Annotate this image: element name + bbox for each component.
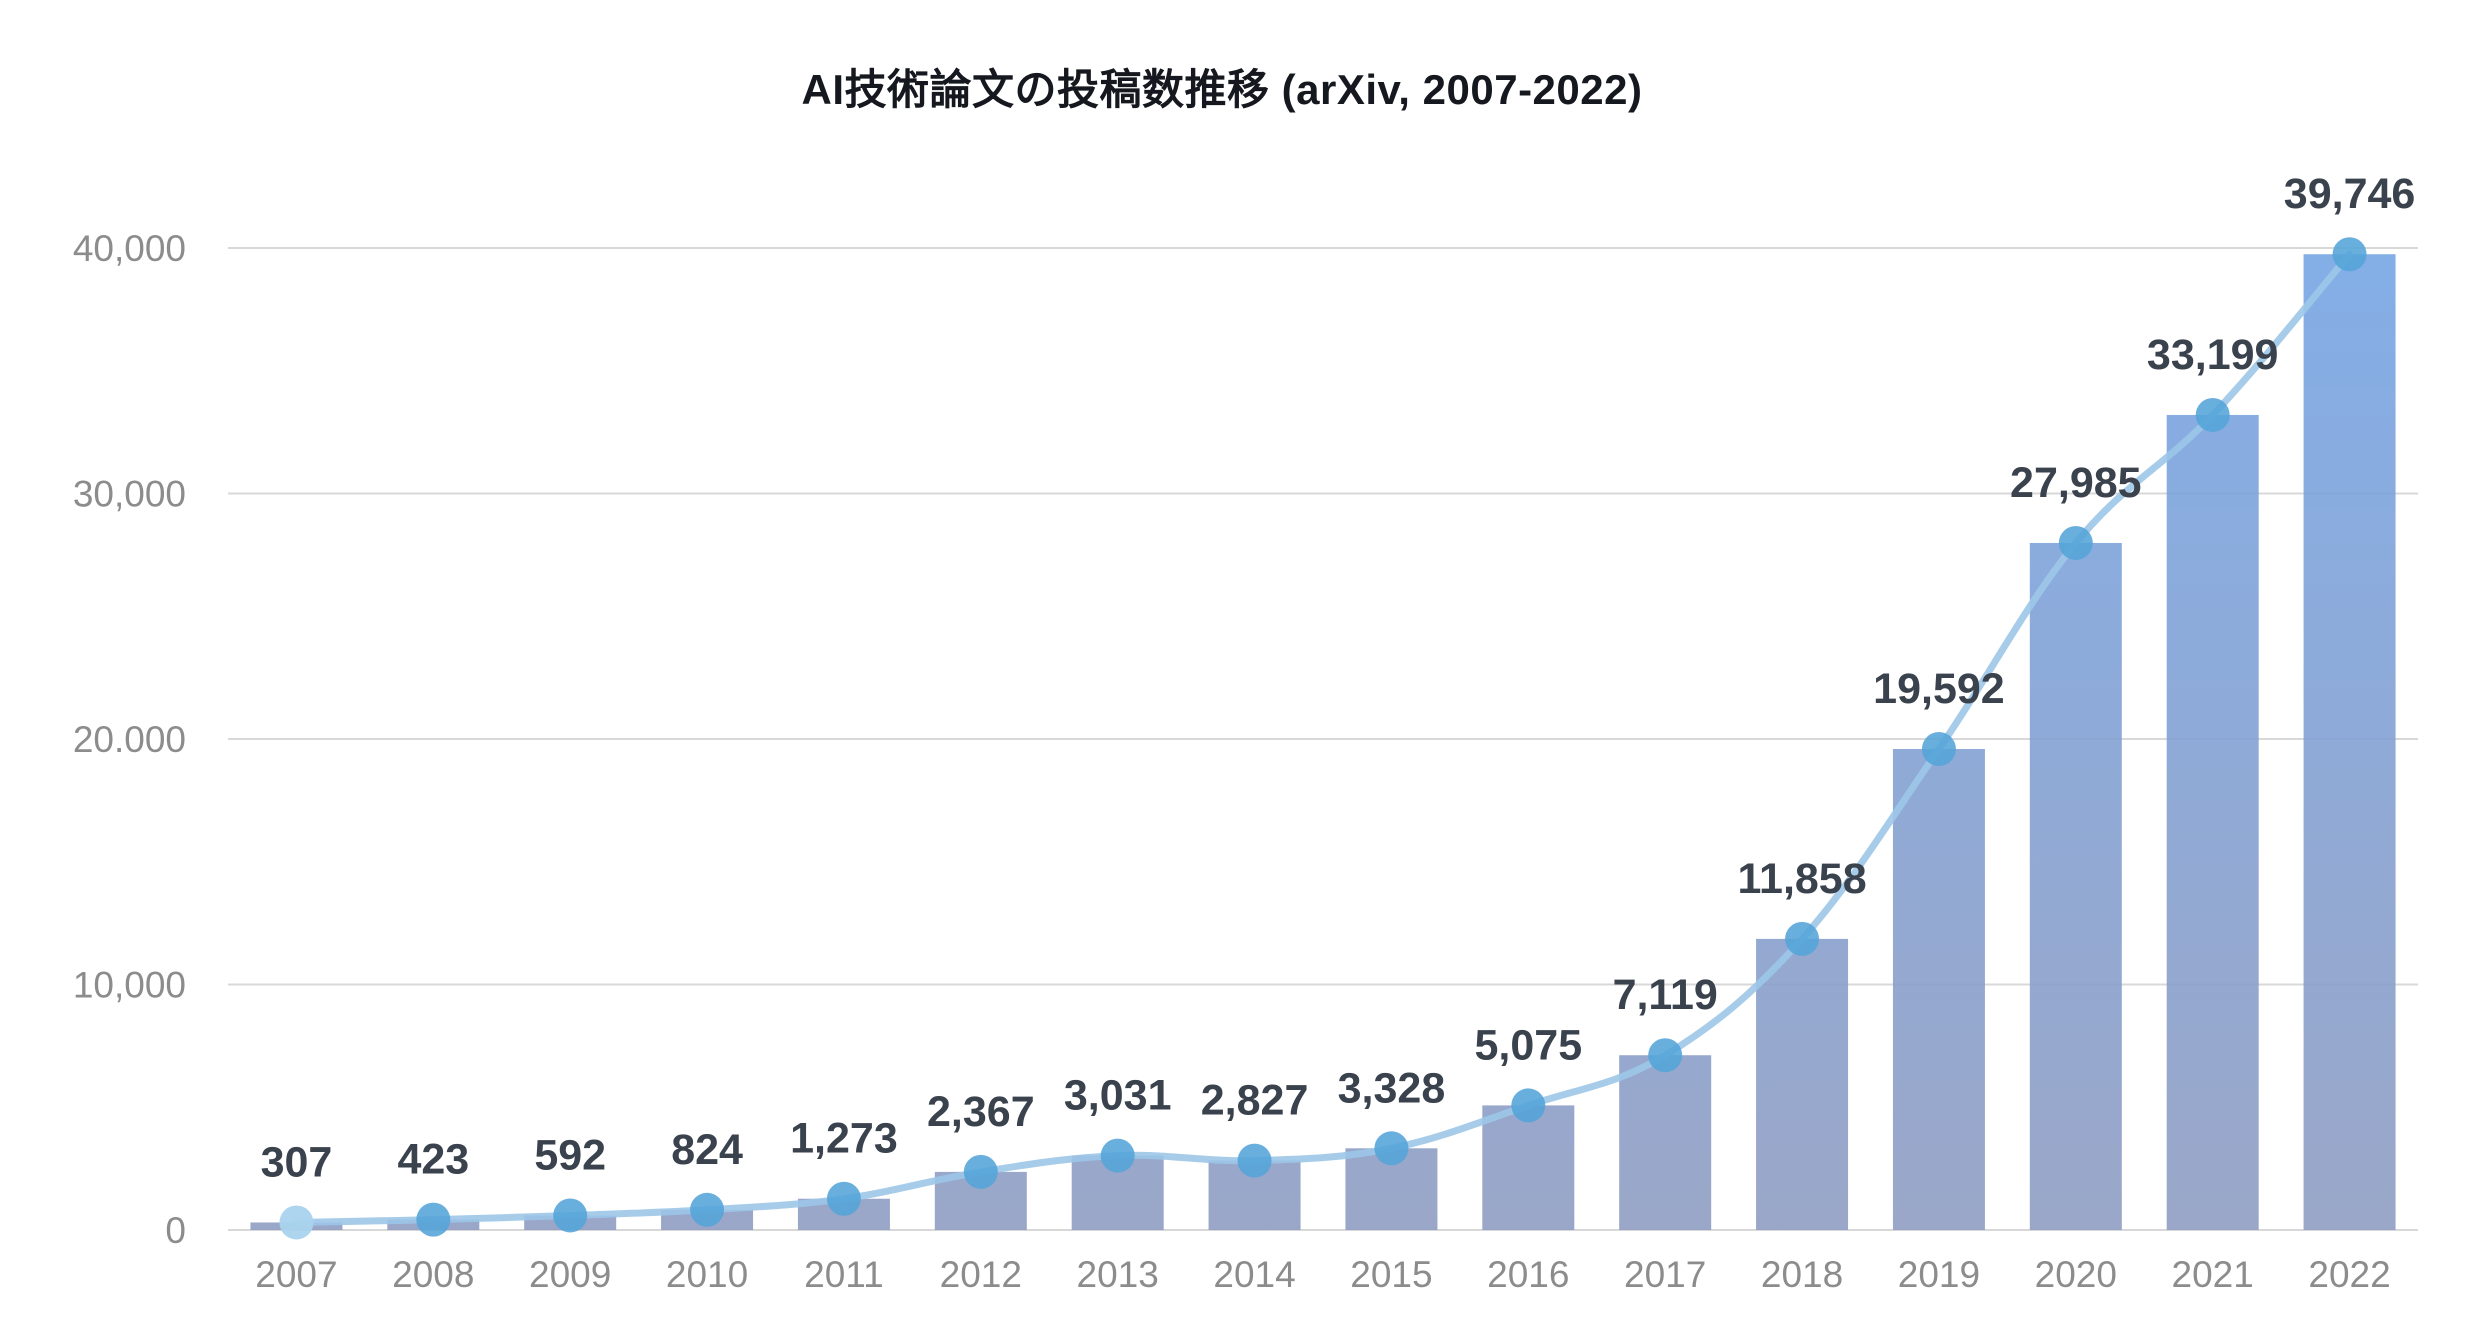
data-label: 11,858 [1737, 855, 1866, 903]
point-marker-2019 [1921, 732, 1956, 767]
bar-2018 [1756, 938, 1849, 1230]
bar-2017 [1619, 1055, 1712, 1230]
y-axis-tick-label: 30,000 [73, 474, 186, 515]
point-marker-2015 [1374, 1131, 1409, 1166]
bar-2022 [2303, 254, 2396, 1230]
bar-2019 [1892, 749, 1985, 1230]
data-label: 1,273 [790, 1115, 898, 1163]
x-axis-tick-label: 2010 [666, 1254, 748, 1295]
y-axis-tick-label: 20.000 [73, 719, 186, 760]
x-axis-tick-label: 2008 [392, 1254, 474, 1295]
point-marker-2007 [279, 1205, 314, 1240]
x-axis-tick-label: 2009 [529, 1254, 611, 1295]
x-axis-tick-label: 2018 [1761, 1254, 1843, 1295]
bar-2020 [2029, 542, 2122, 1230]
point-marker-2010 [690, 1192, 725, 1227]
data-label: 3,328 [1338, 1064, 1446, 1112]
x-axis-tick-label: 2016 [1487, 1254, 1569, 1295]
data-label: 3,031 [1064, 1072, 1172, 1120]
x-axis-tick-label: 2019 [1898, 1254, 1980, 1295]
data-label: 7,119 [1613, 971, 1718, 1019]
x-axis-tick-label: 2017 [1624, 1254, 1706, 1295]
x-axis-tick-label: 2007 [255, 1254, 337, 1295]
point-marker-2022 [2332, 237, 2367, 272]
x-axis-tick-label: 2014 [1213, 1254, 1295, 1295]
y-axis-tick-label: 10,000 [73, 965, 186, 1006]
point-marker-2016 [1511, 1088, 1546, 1123]
data-label: 2,827 [1201, 1077, 1309, 1125]
data-label: 824 [671, 1126, 743, 1174]
point-marker-2008 [416, 1202, 451, 1237]
point-marker-2011 [826, 1181, 861, 1216]
x-axis-tick-label: 2012 [940, 1254, 1022, 1295]
x-axis-tick-label: 2020 [2035, 1254, 2117, 1295]
bar-2021 [2166, 414, 2259, 1230]
data-label: 39,746 [2284, 170, 2416, 218]
point-marker-2009 [553, 1198, 588, 1233]
x-axis-tick-label: 2022 [2308, 1254, 2390, 1295]
data-label: 592 [534, 1131, 606, 1179]
x-axis-tick-label: 2013 [1077, 1254, 1159, 1295]
point-marker-2012 [963, 1154, 998, 1189]
x-axis-tick-label: 2011 [804, 1254, 884, 1295]
data-label: 307 [261, 1138, 333, 1186]
bar-2016 [1482, 1105, 1575, 1230]
point-marker-2020 [2058, 525, 2093, 560]
data-label: 19,592 [1873, 665, 2005, 713]
data-label: 33,199 [2147, 331, 2279, 379]
point-marker-2017 [1648, 1038, 1683, 1073]
y-axis-tick-label: 0 [165, 1210, 186, 1251]
data-label: 423 [397, 1136, 469, 1184]
point-marker-2021 [2195, 397, 2230, 432]
point-marker-2014 [1237, 1143, 1272, 1178]
data-label: 27,985 [2010, 459, 2142, 507]
data-label: 5,075 [1475, 1021, 1583, 1069]
point-marker-2018 [1785, 921, 1820, 956]
x-axis-tick-label: 2015 [1350, 1254, 1432, 1295]
point-marker-2013 [1100, 1138, 1135, 1173]
chart-title: AI技術論文の投稿数推移 (arXiv, 2007-2022) [801, 66, 1643, 113]
y-axis-tick-label: 40,000 [73, 228, 186, 269]
data-label: 2,367 [927, 1088, 1035, 1136]
x-axis-tick-label: 2021 [2172, 1254, 2254, 1295]
